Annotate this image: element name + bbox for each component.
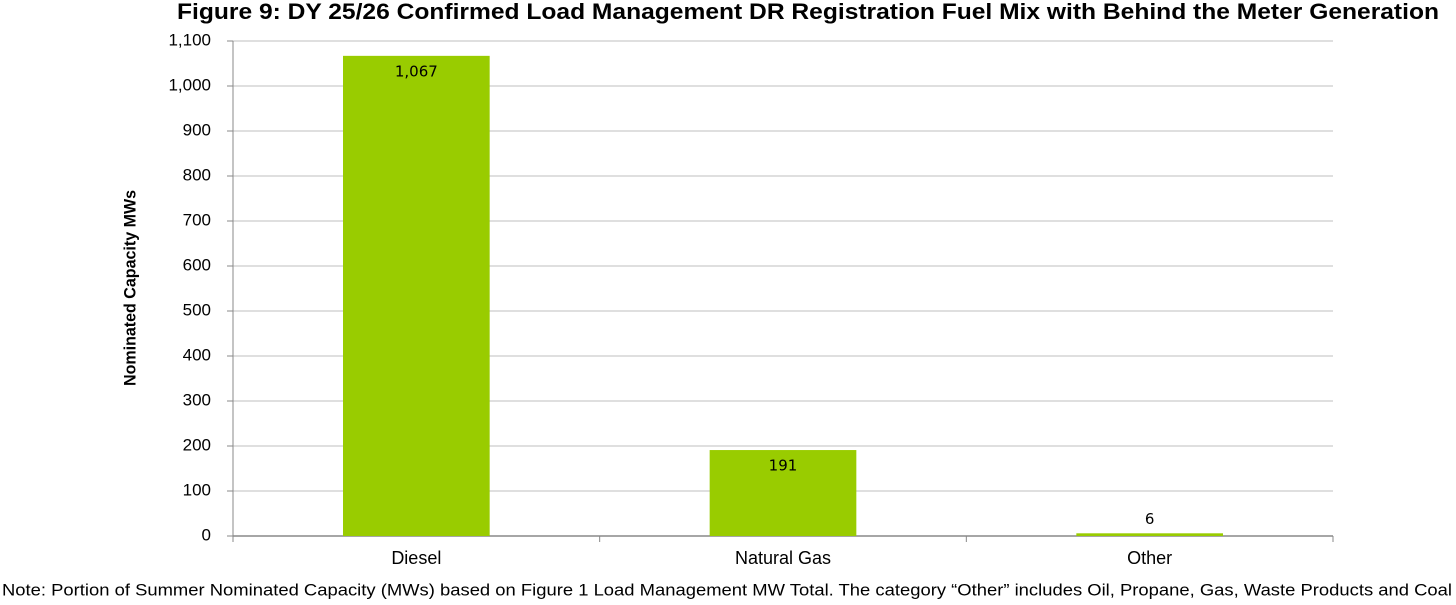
data-label: 6 <box>1145 510 1155 528</box>
data-label: 1,067 <box>395 62 438 80</box>
bar <box>709 450 857 536</box>
data-label: 191 <box>769 457 798 475</box>
y-tick-label: 700 <box>183 210 211 229</box>
y-tick-label: 800 <box>183 165 211 184</box>
y-axis-label: Nominated Capacity MWs <box>120 190 139 386</box>
x-tick-label: Natural Gas <box>735 548 831 568</box>
y-tick-label: 200 <box>183 435 211 454</box>
y-tick-label: 100 <box>183 480 211 499</box>
bar <box>1076 533 1223 536</box>
y-tick-label: 600 <box>183 255 211 274</box>
note: Note: Portion of Summer Nominated Capaci… <box>2 580 1452 599</box>
y-tick-label: 900 <box>183 120 211 139</box>
y-tick-label: 400 <box>183 345 211 364</box>
chart-title: Figure 9: DY 25/26 Confirmed Load Manage… <box>177 0 1439 24</box>
y-tick-label: 500 <box>183 300 211 319</box>
x-tick-label: Other <box>1127 548 1172 568</box>
y-tick-label: 1,000 <box>168 75 211 94</box>
x-tick-label: Diesel <box>391 548 441 568</box>
y-tick-label: 1,100 <box>168 30 211 49</box>
y-tick-label: 0 <box>202 525 211 544</box>
bar <box>343 55 490 536</box>
y-tick-label: 300 <box>183 390 211 409</box>
